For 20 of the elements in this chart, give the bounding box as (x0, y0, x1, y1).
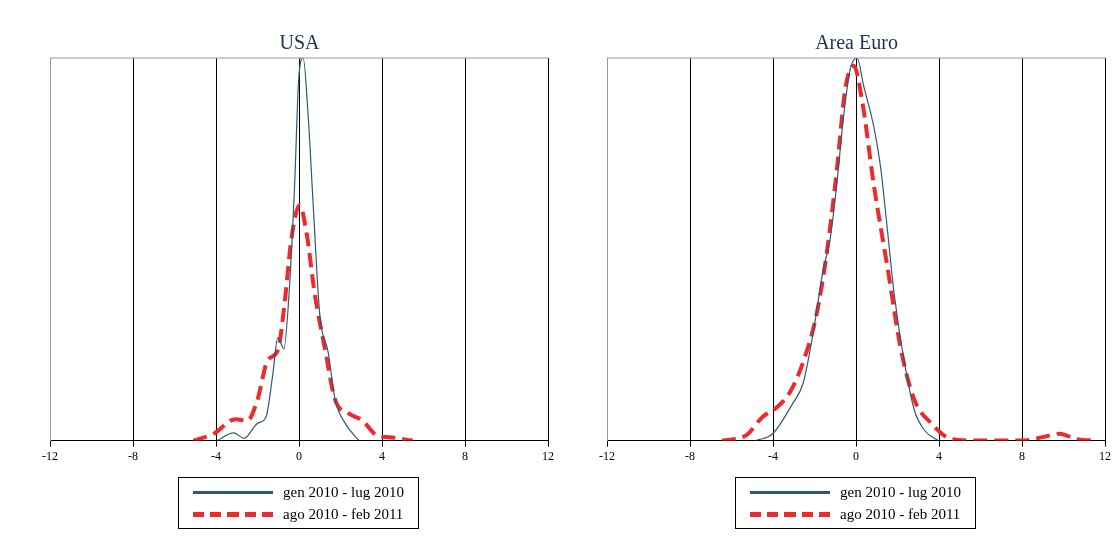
x-tick-label: -12 (42, 448, 58, 463)
x-tick-label: -12 (599, 448, 615, 463)
x-tick-label: -4 (211, 448, 221, 463)
chart-title: USA (279, 31, 321, 54)
legend-label: ago 2010 - feb 2011 (840, 505, 961, 523)
x-tick-label: 12 (542, 448, 554, 463)
legend-label: ago 2010 - feb 2011 (283, 505, 404, 523)
x-tick-label: 4 (379, 448, 385, 463)
x-tick-label: 4 (936, 448, 942, 463)
legend-label: gen 2010 - lug 2010 (283, 483, 404, 501)
x-tick-label: -8 (685, 448, 695, 463)
x-tick-label: -8 (128, 448, 138, 463)
x-tick-label: -4 (768, 448, 778, 463)
x-tick-label: 8 (462, 448, 468, 463)
x-tick-label: 12 (1099, 448, 1111, 463)
legend-label: gen 2010 - lug 2010 (840, 483, 961, 501)
x-tick-label: 8 (1019, 448, 1025, 463)
x-tick-label: 0 (853, 448, 859, 463)
chart-title: Area Euro (815, 31, 898, 54)
x-tick-label: 0 (296, 448, 302, 463)
